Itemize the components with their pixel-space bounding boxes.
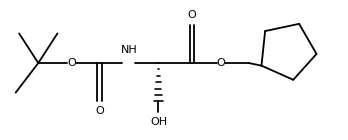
Text: O: O (67, 58, 76, 68)
Text: NH: NH (120, 45, 137, 55)
Text: O: O (216, 58, 226, 68)
Text: OH: OH (150, 117, 167, 127)
Text: O: O (95, 106, 104, 116)
Text: O: O (187, 10, 196, 20)
